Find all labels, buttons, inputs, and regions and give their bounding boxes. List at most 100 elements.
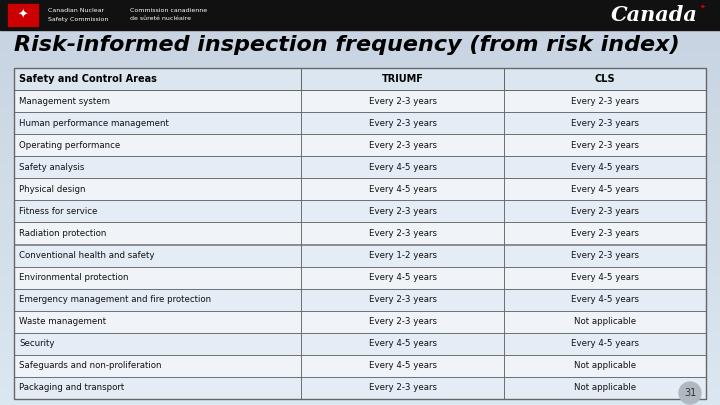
Text: Safeguards and non-proliferation: Safeguards and non-proliferation [19, 361, 161, 371]
Bar [14, 289, 706, 311]
Text: Every 4-5 years: Every 4-5 years [571, 163, 639, 172]
Text: Every 4-5 years: Every 4-5 years [369, 273, 436, 282]
Bar [14, 377, 706, 399]
Bar [0, 386, 720, 405]
Text: Risk-informed inspection frequency (from risk index): Risk-informed inspection frequency (from… [14, 35, 680, 55]
Bar [14, 355, 706, 377]
Text: Not applicable: Not applicable [574, 384, 636, 392]
Bar [0, 180, 720, 199]
Bar [14, 112, 706, 134]
Bar [301, 112, 504, 134]
Text: Not applicable: Not applicable [574, 317, 636, 326]
Bar [301, 68, 504, 90]
Bar [0, 217, 720, 236]
Text: Every 2-3 years: Every 2-3 years [369, 119, 436, 128]
Bar [14, 333, 301, 355]
Bar [301, 134, 504, 156]
Text: Conventional health and safety: Conventional health and safety [19, 251, 155, 260]
Text: Safety Commission: Safety Commission [48, 17, 109, 21]
Bar [301, 156, 504, 178]
Bar [504, 333, 706, 355]
Bar [504, 112, 706, 134]
Bar [301, 200, 504, 222]
Text: Every 2-3 years: Every 2-3 years [369, 229, 436, 238]
Text: Every 4-5 years: Every 4-5 years [571, 185, 639, 194]
Bar [301, 245, 504, 266]
Text: 31: 31 [684, 388, 696, 398]
Text: Every 2-3 years: Every 2-3 years [369, 295, 436, 304]
Text: Emergency management and fire protection: Emergency management and fire protection [19, 295, 211, 304]
Bar [0, 236, 720, 255]
Text: Every 2-3 years: Every 2-3 years [369, 141, 436, 150]
Bar [301, 178, 504, 200]
Text: Canada: Canada [611, 5, 698, 25]
Text: de sûreté nucléaire: de sûreté nucléaire [130, 17, 191, 21]
Text: Environmental protection: Environmental protection [19, 273, 128, 282]
Bar [14, 156, 706, 178]
Text: Operating performance: Operating performance [19, 141, 120, 150]
Bar [504, 90, 706, 112]
Text: Every 4-5 years: Every 4-5 years [369, 185, 436, 194]
Bar [14, 134, 706, 156]
Bar [0, 349, 720, 367]
Bar [504, 377, 706, 399]
Bar [504, 200, 706, 222]
Bar [0, 124, 720, 143]
Bar [301, 266, 504, 289]
Bar [301, 355, 504, 377]
Bar [0, 105, 720, 124]
Text: Security: Security [19, 339, 55, 348]
Text: CLS: CLS [595, 74, 616, 84]
Bar [504, 178, 706, 200]
Bar [301, 377, 504, 399]
Bar [14, 200, 706, 222]
Text: Every 2-3 years: Every 2-3 years [571, 251, 639, 260]
Circle shape [679, 382, 701, 404]
Bar [0, 161, 720, 180]
Text: Every 4-5 years: Every 4-5 years [369, 339, 436, 348]
Text: Canadian Nuclear: Canadian Nuclear [48, 9, 104, 13]
Bar [8, 4, 38, 26]
Bar [14, 333, 706, 355]
Bar [0, 274, 720, 292]
Bar [504, 134, 706, 156]
Bar [0, 330, 720, 349]
Bar [14, 90, 706, 112]
Bar [14, 311, 301, 333]
Bar [14, 68, 301, 90]
Bar [301, 222, 504, 245]
Text: Every 4-5 years: Every 4-5 years [571, 295, 639, 304]
Text: Every 2-3 years: Every 2-3 years [571, 229, 639, 238]
Bar [0, 367, 720, 386]
Text: Every 2-3 years: Every 2-3 years [369, 384, 436, 392]
Bar [0, 68, 720, 86]
Bar [14, 377, 301, 399]
Text: Commission canadienne: Commission canadienne [130, 9, 207, 13]
Text: Management system: Management system [19, 96, 110, 106]
Bar [301, 289, 504, 311]
Bar [301, 90, 504, 112]
Bar [14, 90, 301, 112]
Bar [14, 112, 301, 134]
Bar [0, 292, 720, 311]
Bar [14, 178, 301, 200]
Bar [301, 333, 504, 355]
Text: Every 2-3 years: Every 2-3 years [571, 119, 639, 128]
Bar [0, 30, 720, 49]
Text: Fitness for service: Fitness for service [19, 207, 97, 216]
Bar [14, 222, 301, 245]
Bar [504, 68, 706, 90]
Bar [0, 0, 720, 30]
Bar [14, 200, 301, 222]
Text: Every 2-3 years: Every 2-3 years [571, 207, 639, 216]
Bar [504, 311, 706, 333]
Text: Every 2-3 years: Every 2-3 years [369, 207, 436, 216]
Text: Every 2-3 years: Every 2-3 years [369, 96, 436, 106]
Bar [14, 178, 706, 200]
Bar [14, 266, 301, 289]
Text: Physical design: Physical design [19, 185, 86, 194]
Text: Every 4-5 years: Every 4-5 years [369, 361, 436, 371]
Text: Every 4-5 years: Every 4-5 years [571, 339, 639, 348]
Bar [0, 311, 720, 330]
Bar [14, 68, 706, 90]
